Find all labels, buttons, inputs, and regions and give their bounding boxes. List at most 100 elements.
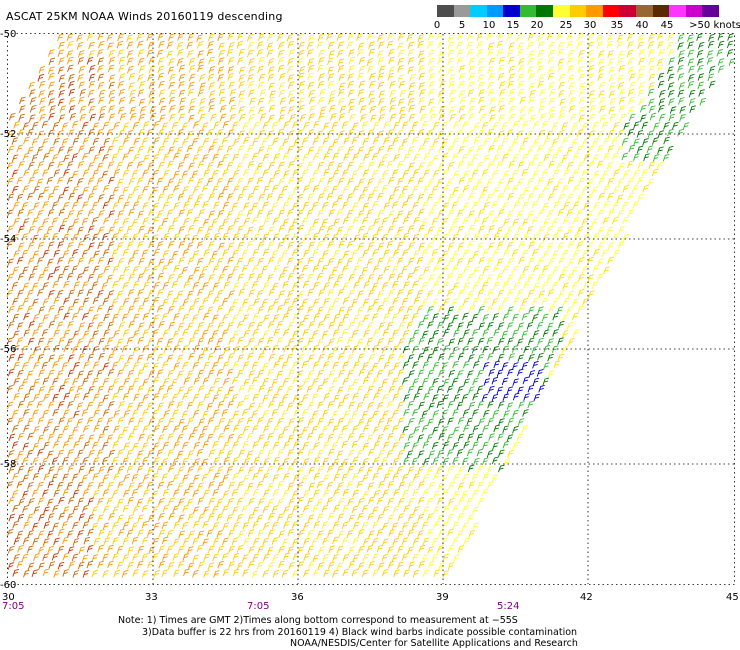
- wind-barb: [187, 50, 194, 58]
- map-title: ASCAT 25KM NOAA Winds 20160119 descendin…: [6, 10, 283, 23]
- wind-barb: [217, 321, 225, 330]
- wind-barb: [168, 105, 176, 113]
- wind-barb: [333, 218, 340, 226]
- wind-barb: [313, 313, 321, 321]
- wind-barb: [341, 458, 349, 467]
- wind-barb: [122, 232, 129, 241]
- wind-barb: [619, 113, 627, 122]
- wind-barb: [312, 330, 319, 338]
- wind-barb: [257, 402, 264, 410]
- wind-barb: [388, 210, 395, 218]
- wind-barb: [247, 144, 254, 153]
- wind-barb: [246, 33, 254, 42]
- wind-barb: [248, 113, 255, 122]
- wind-barb: [287, 464, 294, 473]
- wind-barb: [411, 313, 419, 321]
- wind-barb: [467, 160, 474, 169]
- wind-barb: [577, 305, 584, 314]
- wind-barb: [541, 313, 549, 322]
- wind-barb: [627, 88, 635, 97]
- wind-barb: [346, 257, 354, 266]
- wind-barb: [477, 400, 485, 409]
- wind-barb: [198, 385, 205, 393]
- wind-barb: [347, 80, 354, 89]
- wind-barb: [452, 521, 459, 530]
- wind-barb: [259, 89, 267, 97]
- wind-barb: [6, 528, 14, 537]
- wind-barb: [329, 90, 336, 98]
- wind-barb: [247, 49, 254, 58]
- wind-barb: [277, 401, 285, 409]
- wind-barb: [476, 385, 484, 393]
- wind-barb: [327, 161, 335, 169]
- wind-barb: [488, 385, 495, 394]
- wind-barb: [208, 145, 215, 153]
- wind-barb: [116, 338, 124, 346]
- wind-barb: [77, 305, 85, 314]
- wind-barb: [127, 402, 134, 410]
- wind-barb: [37, 225, 44, 234]
- wind-barb: [517, 418, 525, 426]
- wind-barb: [92, 296, 100, 305]
- wind-barb: [441, 426, 449, 434]
- wind-barb: [277, 49, 285, 58]
- lat-label--60: -60: [0, 580, 16, 591]
- wind-barb: [166, 193, 174, 202]
- wind-barb: [12, 330, 20, 339]
- wind-barb: [37, 464, 45, 473]
- wind-barb: [157, 481, 165, 490]
- wind-barb: [697, 41, 705, 50]
- wind-barb: [427, 321, 434, 329]
- wind-barb: [473, 233, 480, 241]
- wind-barb: [178, 498, 185, 506]
- wind-barb: [561, 266, 569, 274]
- wind-barb: [41, 457, 49, 466]
- wind-barb: [427, 49, 435, 58]
- wind-barb: [12, 266, 20, 274]
- wind-barb: [276, 320, 284, 329]
- wind-barb: [581, 265, 589, 274]
- wind-barb: [187, 482, 195, 491]
- wind-barb: [126, 41, 134, 49]
- wind-barb: [273, 456, 280, 465]
- wind-barb: [242, 569, 249, 577]
- wind-barb: [186, 208, 194, 217]
- wind-barb: [548, 66, 555, 75]
- wind-barb: [153, 425, 160, 433]
- wind-barb: [433, 472, 440, 481]
- wind-barb: [258, 56, 265, 65]
- wind-barb: [381, 184, 389, 193]
- wind-barb: [96, 417, 104, 425]
- wind-barb: [136, 498, 144, 506]
- wind-barb: [337, 41, 345, 49]
- wind-barb: [407, 481, 415, 489]
- wind-barb: [478, 209, 485, 217]
- wind-barb: [401, 185, 409, 194]
- wind-barb: [418, 224, 425, 233]
- wind-barb: [303, 569, 310, 578]
- wind-barb: [246, 432, 254, 441]
- wind-barb: [372, 521, 379, 529]
- wind-barb: [337, 64, 345, 73]
- wind-barb: [397, 513, 405, 521]
- wind-barb: [366, 209, 374, 217]
- wind-barb: [72, 570, 80, 578]
- wind-barb: [512, 392, 520, 401]
- wind-barb: [258, 449, 265, 457]
- wind-barb: [347, 384, 354, 393]
- wind-barb: [98, 466, 105, 474]
- wind-barb: [388, 194, 395, 202]
- wind-barb: [16, 322, 24, 330]
- wind-barb: [22, 505, 29, 513]
- wind-barb: [316, 384, 324, 393]
- wind-barb: [112, 345, 119, 354]
- wind-barb: [413, 216, 420, 225]
- wind-barb: [341, 424, 349, 433]
- lat-label--50: -50: [0, 29, 16, 40]
- wind-barb: [346, 209, 354, 218]
- wind-barb: [91, 217, 99, 225]
- wind-barb: [679, 113, 686, 122]
- wind-barb: [418, 72, 426, 81]
- wind-barb: [96, 177, 104, 185]
- wind-barb: [432, 426, 439, 435]
